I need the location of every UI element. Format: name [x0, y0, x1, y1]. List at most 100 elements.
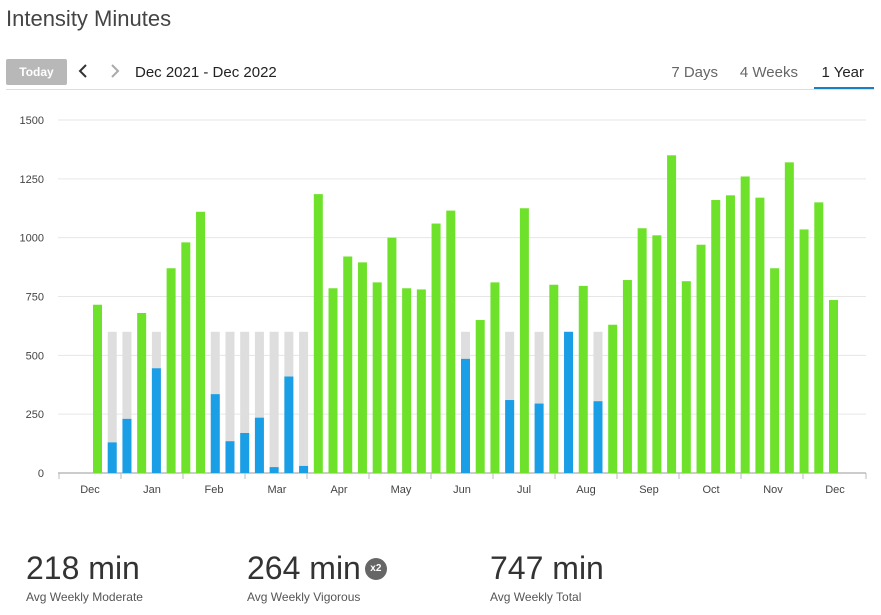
- bar-goal: [240, 331, 250, 473]
- bar-total: [490, 282, 500, 473]
- stat-moderate-value: 218 min: [26, 550, 140, 586]
- bar-total: [740, 176, 750, 473]
- bar-total: [622, 280, 632, 473]
- today-button[interactable]: Today: [6, 59, 67, 85]
- bar-moderate: [151, 368, 161, 473]
- bar-moderate: [593, 401, 603, 473]
- bar-total: [814, 202, 824, 473]
- y-tick-label: 0: [38, 468, 44, 480]
- bar-total: [196, 211, 206, 473]
- bar-total: [549, 284, 559, 473]
- bar-moderate: [284, 376, 294, 473]
- bar-total: [446, 210, 456, 473]
- bar-total: [519, 208, 529, 473]
- bar-total: [93, 304, 102, 473]
- bar-total: [328, 288, 338, 473]
- bar-moderate: [122, 418, 132, 473]
- page-title: Intensity Minutes: [6, 6, 172, 31]
- toolbar: Today Dec 2021 - Dec 2022 7 Days 4 Weeks…: [6, 56, 874, 90]
- x-tick-label: Aug: [576, 484, 596, 496]
- bar-total: [667, 155, 677, 474]
- bar-total: [372, 282, 382, 473]
- x-tick-label: Oct: [702, 484, 719, 496]
- bar-goal: [107, 331, 117, 473]
- bar-goal: [122, 331, 132, 473]
- chevron-right-icon[interactable]: [106, 60, 122, 82]
- y-tick-label: 250: [26, 409, 44, 421]
- bar-total: [402, 288, 412, 473]
- y-tick-label: 500: [26, 350, 44, 362]
- bar-total: [784, 162, 794, 474]
- bar-total: [652, 235, 662, 473]
- bar-moderate: [254, 417, 264, 473]
- bar-total: [696, 244, 706, 473]
- range-tabs: 7 Days 4 Weeks 1 Year: [634, 56, 874, 90]
- bar-total: [725, 195, 735, 473]
- bar-moderate: [461, 358, 470, 473]
- chevron-left-icon[interactable]: [76, 60, 92, 82]
- bar-total: [755, 197, 765, 473]
- x-tick-label: Mar: [268, 484, 287, 496]
- bar-total: [608, 324, 618, 473]
- bar-total: [313, 194, 323, 473]
- bar-moderate: [564, 331, 574, 473]
- stat-vigorous-value: 264 min: [247, 550, 361, 586]
- bar-total: [799, 229, 809, 473]
- bar-moderate: [534, 403, 544, 473]
- bar-goal: [534, 331, 544, 473]
- bar-moderate: [299, 465, 309, 473]
- x-tick-label: Jul: [517, 484, 531, 496]
- y-tick-label: 1000: [20, 233, 44, 245]
- bar-moderate: [240, 432, 250, 473]
- bar-total: [475, 320, 485, 473]
- toolbar-divider: [6, 89, 874, 90]
- y-tick-label: 1250: [20, 174, 44, 186]
- x-tick-label: May: [391, 484, 412, 496]
- x-tick-label: Feb: [205, 484, 224, 496]
- multiplier-badge: x2: [364, 558, 387, 580]
- bar-total: [181, 242, 191, 473]
- y-tick-label: 750: [26, 292, 44, 304]
- bar-moderate: [107, 442, 117, 473]
- bar-goal: [254, 331, 264, 473]
- stat-vigorous-label: Avg Weekly Vigorous: [247, 590, 361, 604]
- y-tick-label: 1500: [20, 115, 44, 127]
- bar-total: [711, 200, 721, 473]
- x-tick-label: Dec: [80, 484, 100, 496]
- bar-total: [343, 256, 353, 473]
- bar-total: [681, 281, 691, 473]
- date-range-label: Dec 2021 - Dec 2022: [135, 64, 277, 81]
- bar-total: [578, 285, 588, 473]
- x-tick-label: Apr: [330, 484, 347, 496]
- bar-total: [387, 237, 397, 473]
- stat-moderate: 218 min Avg Weekly Moderate: [26, 548, 143, 604]
- bar-goal: [299, 331, 309, 473]
- intensity-minutes-chart: 0 250 500 750 1000 1250 1500 Dec Jan Feb Mar Apr May…: [20, 115, 867, 496]
- bar-moderate: [210, 394, 220, 473]
- tab-7-days[interactable]: 7 Days: [671, 64, 718, 81]
- bar-total: [357, 262, 367, 473]
- stat-total-label: Avg Weekly Total: [490, 590, 582, 604]
- x-tick-label: Jan: [143, 484, 161, 496]
- bar-total: [166, 268, 176, 473]
- bar-total: [637, 228, 647, 473]
- active-tab-underline: [814, 87, 874, 89]
- bar-total: [829, 300, 838, 473]
- bar-total: [137, 312, 147, 473]
- bar-goal: [225, 331, 235, 473]
- x-tick-label: Sep: [639, 484, 659, 496]
- bar-total: [770, 268, 780, 473]
- bar-goal: [269, 331, 279, 473]
- tab-4-weeks[interactable]: 4 Weeks: [739, 64, 798, 81]
- x-tick-label: Nov: [763, 484, 783, 496]
- x-tick-label: Jun: [453, 484, 471, 496]
- bar-moderate: [225, 441, 235, 473]
- bar-total: [416, 289, 426, 473]
- x-tick-label: Dec: [825, 484, 845, 496]
- tab-1-year[interactable]: 1 Year: [821, 64, 864, 81]
- bar-total: [431, 223, 441, 473]
- stat-vigorous: 264 min x2 Avg Weekly Vigorous: [247, 548, 387, 604]
- bar-moderate: [269, 467, 279, 473]
- stat-total: 747 min Avg Weekly Total: [490, 548, 604, 604]
- stat-moderate-label: Avg Weekly Moderate: [26, 590, 143, 604]
